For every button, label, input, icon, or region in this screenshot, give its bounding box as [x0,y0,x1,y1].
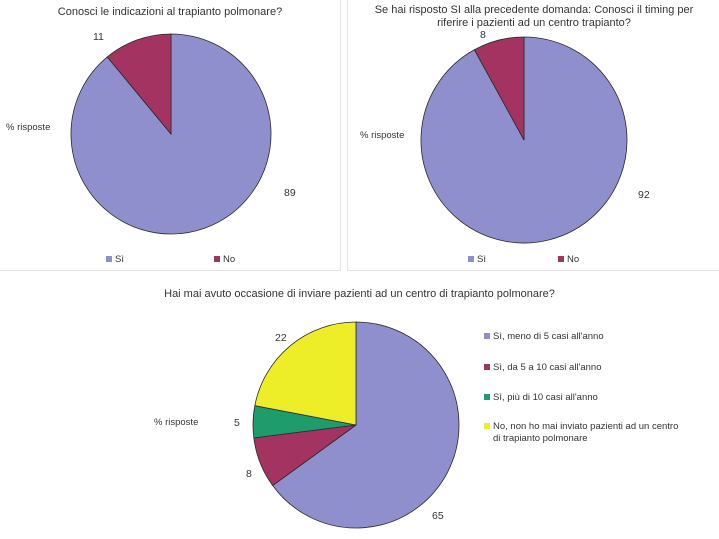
legend-swatch [484,394,490,400]
pie-slice-no [106,33,172,136]
legend-label: Sì [115,254,124,265]
legend-item-no-mai: No, non ho mai inviato pazienti ad un ce… [484,421,684,445]
legend-swatch [558,256,564,262]
chart-title: Conosci le indicazioni al trapianto polm… [57,6,283,18]
legend-item-meno-5: Sì, meno di 5 casi all'anno [484,331,684,343]
legend-swatch [484,423,490,429]
legend-item-si: Sì [106,254,124,266]
chart-panel-indicazioni: Conosci le indicazioni al trapianto polm… [0,0,341,271]
pie-slice-si-meno-di-5-casi-all-anno [272,321,460,529]
legend-label: No [567,254,580,265]
legend-item-piu-10: Sì, più di 10 casi all'anno [484,392,684,404]
legend-swatch [214,256,220,262]
legend-item-no: No [558,254,579,266]
data-label-no-non-ho-mai-inviato-pazienti: 22 [275,332,287,344]
pie-chart: 65 8 5 22 [234,321,460,529]
chart-title: Hai mai avuto occasione di inviare pazie… [164,288,555,300]
legend-label: No [223,254,236,265]
y-axis-label: % risposte [154,417,199,428]
legend-label: Sì [477,254,486,265]
chart-title: Se hai risposto SI alla precedente doman… [374,4,694,29]
legend-swatch [468,256,474,262]
chart-panel-invio-pazienti: Hai mai avuto occasione di inviare pazie… [0,282,719,539]
data-label-si-da-5-a-10-casi-all-anno: 8 [246,468,252,480]
pie-slice-no-non-ho-mai-inviato-pazienti [254,321,357,426]
legend-label: No, non ho mai inviato pazienti ad un ce… [493,421,679,444]
legend-swatch [484,364,490,370]
pie-chart: 89 11 [70,31,296,235]
legend-item-no: No [214,254,235,266]
legend-item-5-10: Sì, da 5 a 10 casi all'anno [484,362,684,374]
pie-slice-no [473,36,525,141]
data-label-si-meno-di-5-casi-all-anno: 65 [432,510,444,522]
legend-label: Sì, da 5 a 10 casi all'anno [493,362,602,373]
legend-swatch [484,333,490,339]
legend-item-si: Sì [468,254,486,266]
data-label-si: 89 [284,187,296,199]
y-axis-label: % risposte [360,130,405,141]
data-label-no: 8 [480,29,486,41]
legend-label: Sì, più di 10 casi all'anno [493,392,598,403]
data-label-no: 11 [93,31,104,43]
y-axis-label: % risposte [6,122,51,133]
legend-label: Sì, meno di 5 casi all'anno [493,331,604,342]
chart-panel-timing: Se hai risposto SI alla precedente doman… [347,0,719,271]
pie-chart: 92 8 [420,29,650,244]
legend-swatch [106,256,112,262]
data-label-si: 92 [638,189,650,201]
data-label-si-piu-di-10-casi-all-anno: 5 [234,417,240,429]
pie-slice-si [420,36,628,244]
